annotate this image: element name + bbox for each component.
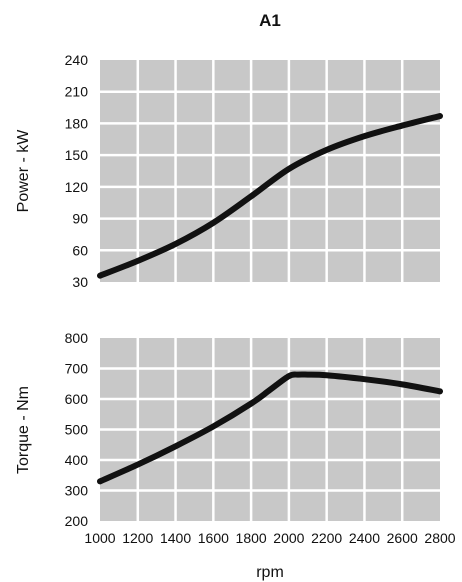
x-tick-label: 1600: [198, 530, 229, 546]
x-axis-label: rpm: [256, 564, 284, 581]
x-tick-label: 1800: [236, 530, 267, 546]
x-tick-label: 2600: [387, 530, 418, 546]
torque-y-tick-label: 400: [65, 452, 89, 468]
x-tick-label: 2000: [273, 530, 304, 546]
torque-curve: [97, 371, 443, 485]
chart-title: A1: [259, 11, 281, 30]
x-tick-label: 2400: [349, 530, 380, 546]
power-y-tick-label: 120: [65, 179, 89, 195]
power-y-tick-label: 60: [72, 242, 88, 258]
power-y-tick-label: 210: [65, 84, 89, 100]
torque-y-tick-label: 800: [65, 330, 89, 346]
torque-panel: 200 300 400 500 600 700 800 Torque - Nm: [15, 330, 443, 529]
power-plot-background: [100, 60, 440, 282]
x-axis-tick-labels: 1000 1200 1400 1600 1800 2000 2200 2400 2600 2800: [84, 530, 455, 546]
x-tick-label: 2800: [424, 530, 455, 546]
x-tick-label: 1400: [160, 530, 191, 546]
torque-y-tick-label: 200: [65, 513, 89, 529]
power-curve: [97, 113, 443, 279]
x-tick-label: 1000: [84, 530, 115, 546]
power-y-tick-label: 180: [65, 115, 89, 131]
torque-y-tick-label: 700: [65, 361, 89, 377]
power-y-tick-label: 240: [65, 52, 89, 68]
torque-y-tick-label: 500: [65, 422, 89, 438]
torque-y-axis-label: Torque - Nm: [15, 386, 32, 474]
power-y-tick-label: 150: [65, 147, 89, 163]
x-tick-label: 2200: [311, 530, 342, 546]
power-y-axis-label: Power - kW: [15, 129, 32, 213]
power-y-tick-label: 30: [72, 274, 88, 290]
power-panel: 30 60 90 120 150 180 210 240 Power - kW: [15, 52, 443, 290]
torque-y-tick-label: 600: [65, 391, 89, 407]
torque-y-tick-label: 300: [65, 483, 89, 499]
power-y-tick-label: 90: [72, 211, 88, 227]
x-tick-label: 1200: [122, 530, 153, 546]
